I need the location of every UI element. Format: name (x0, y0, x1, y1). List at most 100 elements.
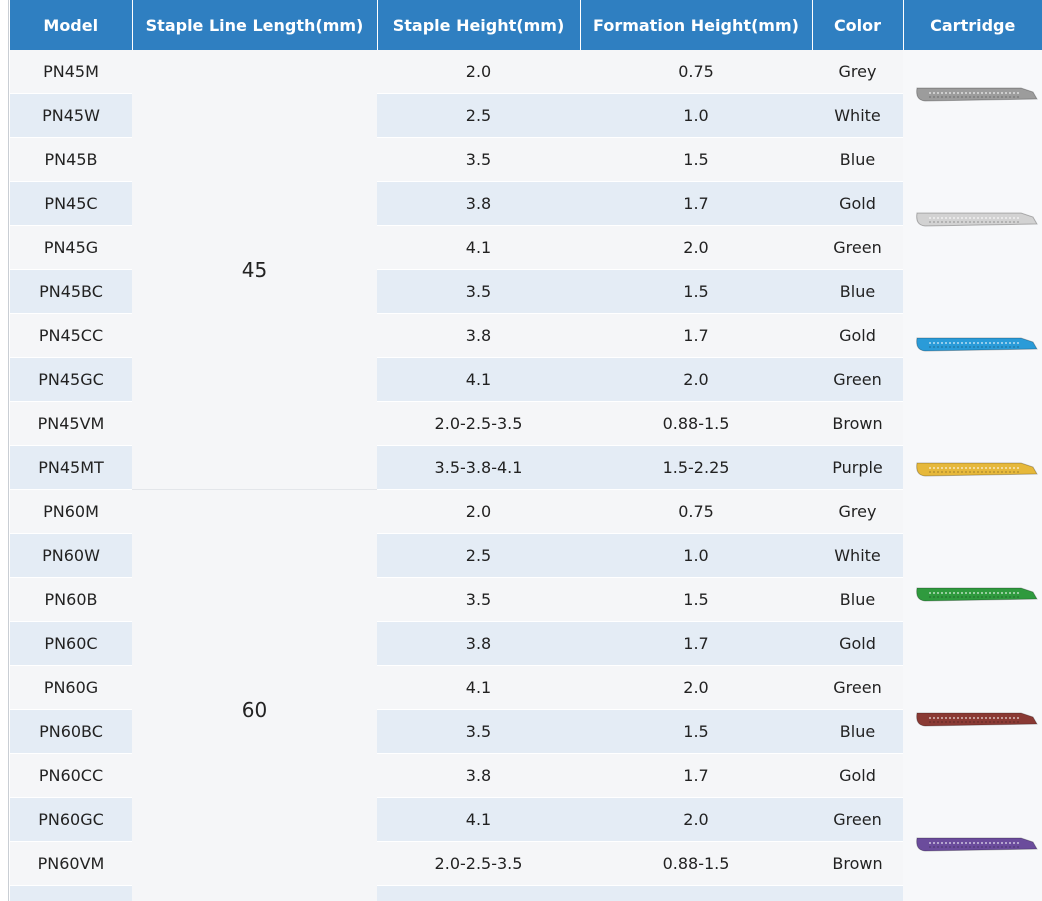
color-cell: Blue (812, 270, 903, 314)
formation-height-cell: 1.5 (580, 578, 812, 622)
model-cell: PN45M (10, 50, 132, 94)
model-cell: PN45BC (10, 270, 132, 314)
model-cell: PN45W (10, 94, 132, 138)
formation-height-cell: 1.0 (580, 94, 812, 138)
model-cell: PN60C (10, 622, 132, 666)
staple-height-cell: 2.0 (377, 490, 580, 534)
model-cell: PN45CC (10, 314, 132, 358)
formation-height-cell: 1.7 (580, 182, 812, 226)
color-cell: Green (812, 358, 903, 402)
color-cell: White (812, 534, 903, 578)
model-cell: PN45MT (10, 446, 132, 490)
length-cell: 60 (132, 490, 377, 901)
formation-height-cell: 1.5-2.25 (580, 446, 812, 490)
staple-height-cell: 3.8 (377, 182, 580, 226)
length-cell: 45 (132, 50, 377, 490)
color-cell: Grey (812, 490, 903, 534)
color-cell: Green (812, 666, 903, 710)
cartridge-image (917, 713, 1037, 726)
color-cell: Blue (812, 138, 903, 182)
staple-height-cell: 3.8 (377, 622, 580, 666)
left-border (8, 0, 9, 901)
cartridge-images (903, 50, 1042, 901)
staple-height-cell: 2.5 (377, 534, 580, 578)
model-cell: PN45VM (10, 402, 132, 446)
color-cell: Gold (812, 622, 903, 666)
formation-height-cell: 0.88-1.5 (580, 402, 812, 446)
model-cell: PN60VM (10, 842, 132, 886)
model-cell: PN60W (10, 534, 132, 578)
cartridge-image (917, 463, 1037, 476)
color-cell: Blue (812, 578, 903, 622)
color-cell: Gold (812, 314, 903, 358)
cartridge-image (917, 88, 1037, 101)
formation-height-cell: 2.0 (580, 798, 812, 842)
staple-height-cell: 3.8 (377, 314, 580, 358)
color-cell: Gold (812, 754, 903, 798)
column-header: Color (812, 0, 903, 50)
staple-height-cell: 2.0-2.5-3.5 (377, 402, 580, 446)
formation-height-cell: 0.75 (580, 490, 812, 534)
staple-height-cell: 3.5 (377, 578, 580, 622)
staple-height-cell: 4.1 (377, 666, 580, 710)
model-cell: PN60BC (10, 710, 132, 754)
color-cell: Brown (812, 402, 903, 446)
model-cell: PN60CC (10, 754, 132, 798)
formation-height-cell: 1.7 (580, 754, 812, 798)
formation-height-cell: 1.5 (580, 270, 812, 314)
formation-height-cell: 1.7 (580, 622, 812, 666)
staple-height-cell: 4.1 (377, 358, 580, 402)
formation-height-cell: 1.5 (580, 138, 812, 182)
color-cell: Blue (812, 710, 903, 754)
formation-height-cell: 0.75 (580, 50, 812, 94)
formation-height-cell: 2.0 (580, 226, 812, 270)
model-cell: PN60M (10, 490, 132, 534)
column-header: Staple Line Length(mm) (132, 0, 377, 50)
staple-height-cell: 3.8 (377, 754, 580, 798)
color-cell: White (812, 94, 903, 138)
cartridge-image (917, 588, 1037, 601)
staple-height-cell: 3.5 (377, 138, 580, 182)
spec-table-page: ModelStaple Line Length(mm)Staple Height… (0, 0, 1042, 901)
column-header: Cartridge (903, 0, 1042, 50)
cartridge-image (917, 338, 1037, 351)
spec-table: ModelStaple Line Length(mm)Staple Height… (10, 0, 1042, 901)
color-cell: Grey (812, 50, 903, 94)
cartridge-image (917, 213, 1037, 226)
color-cell: Green (812, 798, 903, 842)
staple-height-cell: 3.5 (377, 710, 580, 754)
staple-height-cell: 4.1 (377, 226, 580, 270)
column-header: Staple Height(mm) (377, 0, 580, 50)
color-cell: Purple (812, 886, 903, 901)
formation-height-cell: 1.0 (580, 534, 812, 578)
model-cell: PN45B (10, 138, 132, 182)
cartridge-cell (903, 50, 1042, 901)
model-cell: PN60B (10, 578, 132, 622)
model-cell: PN45C (10, 182, 132, 226)
cartridge-image (917, 838, 1037, 851)
color-cell: Gold (812, 182, 903, 226)
formation-height-cell: 2.0 (580, 666, 812, 710)
formation-height-cell: 1.5-2.25 (580, 886, 812, 901)
staple-height-cell: 3.5-3.8-4.1 (377, 446, 580, 490)
staple-height-cell: 3.5 (377, 270, 580, 314)
model-cell: PN45G (10, 226, 132, 270)
color-cell: Purple (812, 446, 903, 490)
model-cell: PN60MT (10, 886, 132, 901)
color-cell: Green (812, 226, 903, 270)
model-cell: PN60G (10, 666, 132, 710)
staple-height-cell: 2.5 (377, 94, 580, 138)
staple-height-cell: 2.0 (377, 50, 580, 94)
formation-height-cell: 2.0 (580, 358, 812, 402)
formation-height-cell: 0.88-1.5 (580, 842, 812, 886)
column-header: Model (10, 0, 132, 50)
staple-height-cell: 3.5-3.8-4.1 (377, 886, 580, 901)
formation-height-cell: 1.5 (580, 710, 812, 754)
column-header: Formation Height(mm) (580, 0, 812, 50)
model-cell: PN60GC (10, 798, 132, 842)
staple-height-cell: 4.1 (377, 798, 580, 842)
